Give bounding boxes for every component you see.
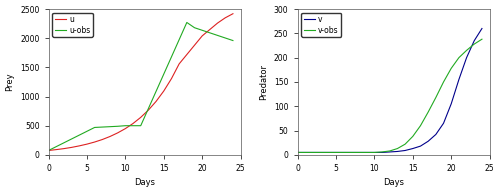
Legend: v, v-obs: v, v-obs: [302, 13, 341, 37]
Y-axis label: Predator: Predator: [260, 64, 268, 100]
X-axis label: Days: Days: [383, 179, 404, 187]
X-axis label: Days: Days: [134, 179, 155, 187]
Legend: u, u-obs: u, u-obs: [52, 13, 92, 37]
Y-axis label: Prey: Prey: [6, 73, 15, 91]
